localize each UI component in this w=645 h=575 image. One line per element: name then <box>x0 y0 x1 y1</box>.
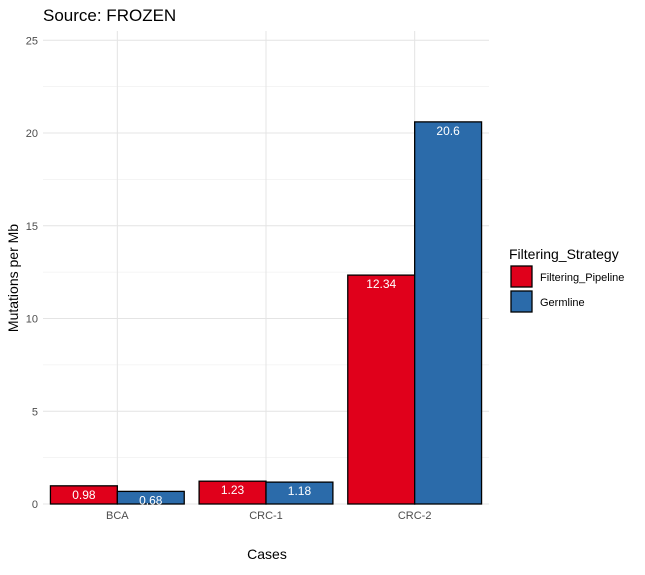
y-tick-label: 10 <box>26 314 38 326</box>
x-tick-label: CRC-1 <box>249 510 283 522</box>
y-axis-title: Mutations per Mb <box>5 224 21 332</box>
data-label: 0.68 <box>139 493 163 507</box>
legend-swatch <box>510 265 533 288</box>
data-label: 1.23 <box>221 483 245 497</box>
data-labels: 0.98 1.23 12.34 0.68 1.18 20.6 <box>72 124 460 507</box>
legend-swatch <box>510 290 533 313</box>
y-tick-label: 15 <box>26 221 38 233</box>
x-tick-label: BCA <box>106 510 129 522</box>
x-tick-label: CRC-2 <box>398 510 432 522</box>
y-tick-label: 25 <box>26 35 38 47</box>
bar-filtering-pipeline-crc-2 <box>347 274 416 505</box>
y-tick-label: 5 <box>32 406 38 418</box>
data-label: 1.18 <box>288 484 312 498</box>
data-label: 12.34 <box>366 277 396 291</box>
data-label: 0.98 <box>72 488 96 502</box>
y-tick-label: 0 <box>32 499 38 511</box>
y-tick-label: 20 <box>26 128 38 140</box>
legend-title: Filtering_Strategy <box>509 246 619 262</box>
bar-germline-crc-1 <box>265 481 334 505</box>
legend-items: Filtering_Pipeline Germline <box>510 265 624 313</box>
bar-germline-crc-2 <box>414 121 483 505</box>
legend-label: Germline <box>540 297 585 309</box>
y-axis-ticks: 0 5 10 15 20 25 <box>26 35 38 511</box>
chart-title: Source: FROZEN <box>43 6 176 25</box>
x-axis-title: Cases <box>247 546 287 562</box>
bar-germline-bca <box>116 490 185 505</box>
bars <box>49 121 483 505</box>
legend-label: Filtering_Pipeline <box>540 272 624 284</box>
legend: Filtering_Strategy Filtering_Pipeline Ger… <box>509 246 624 313</box>
data-label: 20.6 <box>436 124 460 138</box>
x-axis-ticks: BCA CRC-1 CRC-2 <box>106 510 431 522</box>
